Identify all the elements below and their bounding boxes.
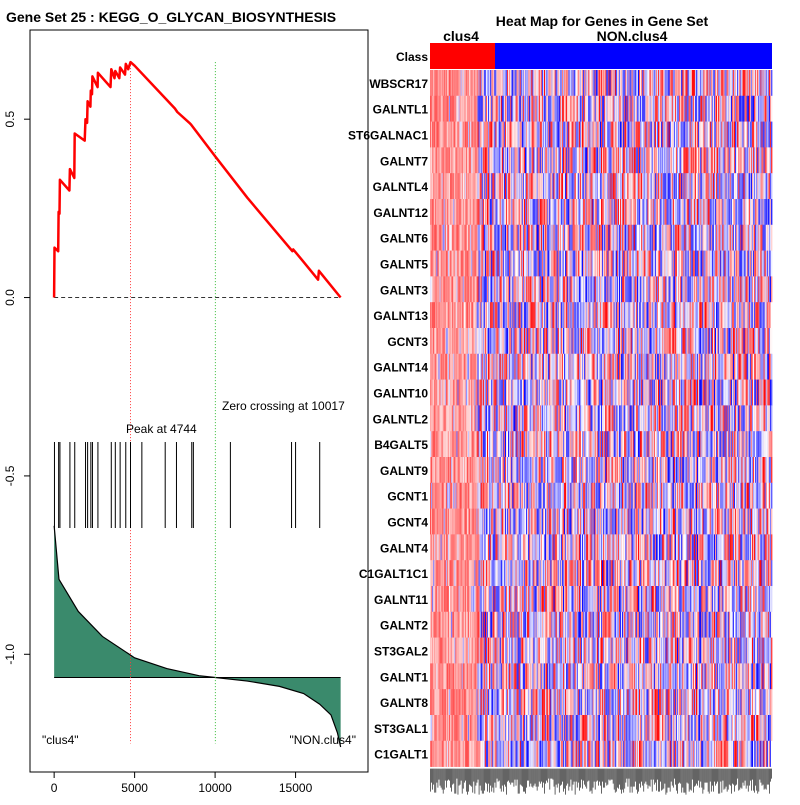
right-class-label: "NON.clus4" — [289, 733, 356, 747]
heatmap-row-GALNT13 — [430, 302, 772, 328]
heatmap-row-GALNT5 — [430, 251, 772, 277]
heatmap-row-GCNT3 — [430, 328, 772, 354]
heatmap-row-GALNT7 — [430, 147, 772, 173]
heatmap-title: Heat Map for Genes in Gene Set — [496, 13, 709, 29]
x-tick-label-3: 15000 — [279, 781, 313, 795]
heatmap-row-GALNT6 — [430, 225, 772, 251]
left-class-label: "clus4" — [42, 733, 79, 747]
heatmap-row-GALNTL1 — [430, 96, 772, 122]
heatmap-cell — [771, 431, 772, 457]
heatmap-row-GALNTL2 — [430, 405, 772, 431]
y-tick-label-3: 0.5 — [3, 111, 17, 128]
heatmap-cell — [771, 276, 772, 302]
heatmap-row-GALNT14 — [430, 354, 772, 380]
class-name-clus4: clus4 — [443, 28, 479, 44]
heatmap-row-GALNT10 — [430, 380, 772, 406]
class-name-non-clus4: NON.clus4 — [597, 28, 668, 44]
heatmap-cells — [430, 70, 772, 767]
enrichment-plot-title: Gene Set 25 : KEGG_O_GLYCAN_BIOSYNTHESIS — [6, 9, 336, 25]
heatmap-cell — [771, 70, 772, 96]
x-tick-label-0: 0 — [51, 781, 58, 795]
y-tick-label-2: 0.0 — [3, 289, 17, 306]
heatmap-row-WBSCR17 — [430, 70, 772, 96]
x-tick-label-1: 5000 — [121, 781, 148, 795]
heatmap-cell — [771, 96, 772, 122]
enrichment-axes: 0 5000 10000 15000 -1.0 -0.5 0.0 0.5 — [3, 111, 313, 795]
heatmap-row-B4GALT5 — [430, 431, 772, 457]
heatmap-cell — [771, 225, 772, 251]
heatmap-row-GALNTL4 — [430, 173, 772, 199]
es-curve — [54, 62, 341, 297]
heatmap-cell — [771, 328, 772, 354]
class-bar-non-clus4 — [495, 43, 772, 69]
class-bar-clus4 — [430, 43, 495, 69]
heatmap-row-ST6GALNAC1 — [430, 122, 772, 148]
heatmap-cell — [771, 199, 772, 225]
heatmap-cell — [771, 122, 772, 148]
y-tick-label-0: -1.0 — [3, 644, 17, 665]
peak-annotation: Peak at 4744 — [126, 422, 197, 436]
heatmap-cell — [771, 302, 772, 328]
heatmap-cell — [771, 354, 772, 380]
heatmap-row-GALNT12 — [430, 199, 772, 225]
heatmap-cell — [771, 173, 772, 199]
zero-crossing-annotation: Zero crossing at 10017 — [222, 399, 345, 413]
heatmap-cell — [771, 380, 772, 406]
heatmap-cell — [771, 251, 772, 277]
heatmap-cell — [771, 405, 772, 431]
class-row-label: Class — [396, 50, 428, 64]
enrichment-plot: Gene Set 25 : KEGG_O_GLYCAN_BIOSYNTHESIS… — [3, 9, 368, 795]
x-tick-label-2: 10000 — [198, 781, 232, 795]
heatmap-cell — [771, 147, 772, 173]
ranked-list-area — [54, 526, 340, 747]
y-tick-label-1: -0.5 — [3, 465, 17, 486]
heatmap-panel: Heat Map for Genes in Gene Set clus4 NON… — [348, 13, 772, 795]
heatmap-row-GALNT3 — [430, 276, 772, 302]
heatmap-row-GALNT9 — [430, 457, 772, 483]
